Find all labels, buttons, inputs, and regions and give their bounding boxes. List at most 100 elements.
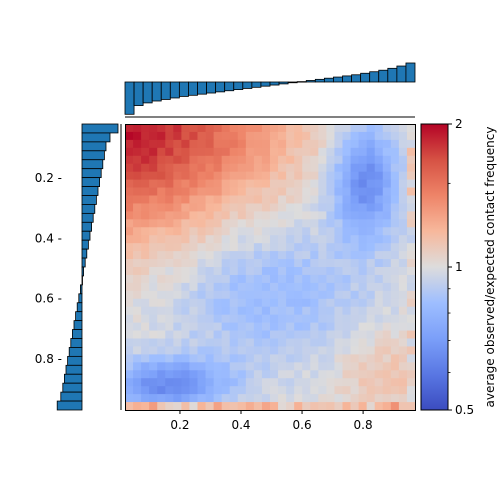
heatmap-cell — [294, 378, 303, 387]
heatmap-cell — [165, 370, 174, 379]
x-axis: 0.2 0.4 0.6 0.8 — [170, 410, 373, 432]
top-histogram-bar — [342, 75, 352, 83]
heatmap-cell — [229, 267, 239, 276]
heatmap-cell — [310, 219, 319, 228]
heatmap-cell — [318, 314, 327, 324]
heatmap-cell — [326, 163, 335, 173]
heatmap-cell — [237, 274, 247, 284]
heatmap-cell — [149, 163, 158, 173]
heatmap-cell — [237, 338, 247, 347]
heatmap-cell — [286, 354, 295, 363]
heatmap-cell — [237, 179, 247, 188]
heatmap-cell — [189, 267, 198, 276]
heatmap-cell — [326, 282, 335, 292]
heatmap-cell — [374, 306, 384, 316]
heatmap-cell — [221, 282, 231, 292]
heatmap-cell — [294, 282, 303, 292]
heatmap-cell — [125, 322, 134, 331]
heatmap-cell — [197, 338, 206, 347]
heatmap-cell — [181, 386, 190, 395]
heatmap-cell — [221, 330, 231, 339]
heatmap-cell — [382, 378, 392, 387]
heatmap-cell — [390, 306, 400, 316]
heatmap-cell — [294, 219, 303, 228]
heatmap-cell — [374, 322, 384, 331]
heatmap-cell — [205, 195, 215, 204]
heatmap-cell — [237, 354, 247, 363]
heatmap-cell — [390, 298, 400, 308]
heatmap-cell — [366, 386, 376, 395]
heatmap-cell — [390, 251, 400, 260]
heatmap-cell — [390, 338, 400, 347]
heatmap-cell — [350, 322, 360, 331]
heatmap-cell — [229, 274, 239, 284]
heatmap-cell — [245, 306, 255, 316]
heatmap-cell — [245, 131, 255, 141]
heatmap-cell — [261, 203, 271, 212]
heatmap-cell — [173, 370, 182, 379]
heatmap-cell — [205, 243, 215, 252]
top-histogram-bar — [287, 81, 298, 84]
heatmap — [125, 124, 416, 411]
heatmap-cell — [382, 131, 392, 141]
heatmap-cell — [286, 338, 295, 347]
heatmap-cell — [302, 155, 311, 165]
heatmap-cell — [125, 298, 134, 308]
heatmap-cell — [382, 274, 392, 284]
heatmap-cell — [326, 195, 335, 204]
heatmap-cell — [390, 203, 400, 212]
heatmap-cell — [245, 179, 255, 188]
heatmap-cell — [366, 354, 376, 363]
heatmap-cell — [229, 227, 239, 236]
heatmap-cell — [406, 290, 416, 300]
heatmap-cell — [245, 163, 255, 173]
heatmap-cell — [133, 386, 142, 395]
heatmap-cell — [302, 362, 311, 371]
heatmap-cell — [326, 402, 335, 411]
heatmap-cell — [278, 290, 287, 300]
heatmap-cell — [342, 171, 351, 181]
heatmap-cell — [326, 227, 335, 236]
heatmap-cell — [286, 394, 295, 403]
heatmap-cell — [237, 362, 247, 371]
heatmap-cell — [294, 370, 303, 379]
colorbar-tick-label: 1 — [455, 260, 463, 274]
heatmap-cell — [253, 259, 263, 268]
heatmap-cell — [181, 354, 190, 363]
heatmap-cell — [173, 378, 182, 387]
heatmap-cell — [125, 314, 134, 324]
heatmap-cell — [141, 227, 150, 236]
heatmap-cell — [342, 227, 351, 236]
heatmap-cell — [358, 362, 368, 371]
heatmap-cell — [342, 131, 351, 141]
heatmap-cell — [213, 362, 223, 371]
heatmap-cell — [125, 187, 134, 196]
heatmap-cell — [149, 171, 158, 181]
heatmap-cell — [237, 378, 247, 387]
heatmap-cell — [326, 259, 335, 268]
heatmap-cell — [358, 267, 368, 276]
heatmap-cell — [133, 267, 142, 276]
heatmap-cell — [294, 290, 303, 300]
heatmap-cell — [342, 203, 351, 212]
heatmap-cell — [374, 124, 384, 133]
heatmap-cell — [157, 131, 166, 141]
heatmap-cell — [205, 394, 215, 403]
heatmap-cell — [358, 322, 368, 331]
heatmap-cell — [157, 290, 166, 300]
heatmap-cell — [149, 267, 158, 276]
heatmap-cell — [318, 139, 327, 149]
heatmap-cell — [181, 282, 190, 292]
heatmap-cell — [350, 267, 360, 276]
heatmap-cell — [326, 211, 335, 220]
heatmap-cell — [286, 274, 295, 284]
heatmap-cell — [358, 124, 368, 133]
heatmap-cell — [366, 251, 376, 260]
heatmap-cell — [302, 147, 311, 157]
heatmap-cell — [205, 235, 215, 244]
heatmap-cell — [350, 163, 360, 173]
heatmap-cell — [382, 147, 392, 157]
heatmap-cell — [157, 171, 166, 181]
heatmap-cell — [253, 394, 263, 403]
heatmap-cell — [366, 346, 376, 355]
